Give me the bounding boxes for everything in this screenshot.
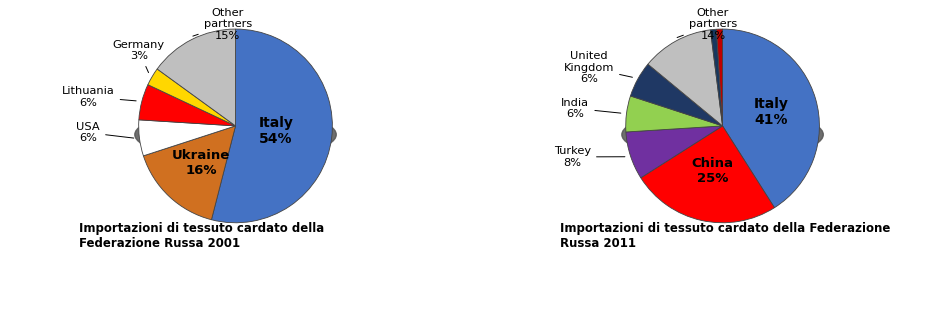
Text: Turkey
8%: Turkey 8% [554,146,625,168]
Ellipse shape [135,110,336,160]
Wedge shape [139,85,235,126]
Wedge shape [641,126,774,223]
Ellipse shape [622,110,823,160]
Text: China
25%: China 25% [692,157,733,185]
Wedge shape [138,120,235,156]
Text: India
6%: India 6% [562,98,621,119]
Wedge shape [723,29,820,208]
Text: USA
6%: USA 6% [76,122,134,143]
Text: Ukraine
16%: Ukraine 16% [172,149,231,177]
Wedge shape [143,126,235,220]
Text: Importazioni di tessuto cardato della
Federazione Russa 2001: Importazioni di tessuto cardato della Fe… [79,222,324,250]
Wedge shape [630,64,723,126]
Text: Importazioni di tessuto cardato della Federazione
Russa 2011: Importazioni di tessuto cardato della Fe… [560,222,890,250]
Wedge shape [148,69,235,126]
Wedge shape [648,30,723,126]
Wedge shape [626,126,723,178]
Text: Italy
54%: Italy 54% [259,116,294,146]
Wedge shape [626,96,723,132]
Text: United
Kingdom
6%: United Kingdom 6% [564,51,632,85]
Text: Italy
41%: Italy 41% [754,97,789,127]
Text: Other
partners
14%: Other partners 14% [678,8,737,41]
Wedge shape [710,29,723,126]
Text: Lithuania
6%: Lithuania 6% [62,86,136,108]
Text: Other
partners
15%: Other partners 15% [193,8,252,41]
Wedge shape [157,29,235,126]
Wedge shape [212,29,332,223]
Wedge shape [716,29,723,126]
Text: Germany
3%: Germany 3% [113,39,165,73]
